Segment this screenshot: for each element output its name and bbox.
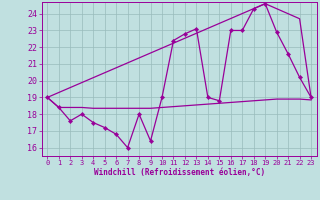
X-axis label: Windchill (Refroidissement éolien,°C): Windchill (Refroidissement éolien,°C)	[94, 168, 265, 177]
